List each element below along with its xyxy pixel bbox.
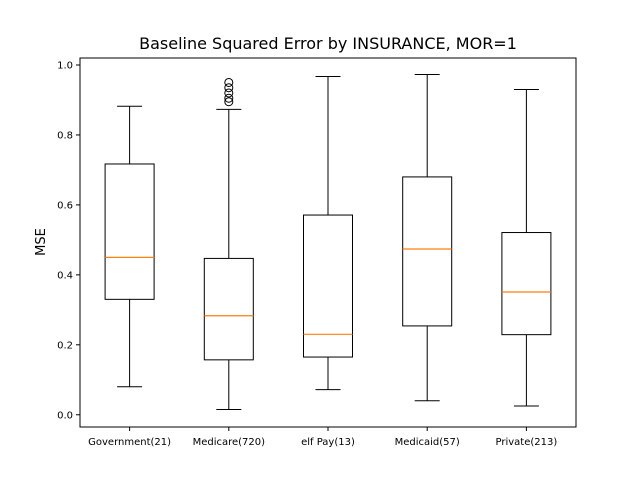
x-tick-label: Medicare(720) bbox=[193, 437, 266, 448]
y-tick-label: 0.8 bbox=[57, 130, 73, 141]
y-tick-label: 0.0 bbox=[57, 410, 73, 421]
outlier-point bbox=[224, 77, 234, 87]
box-iqr bbox=[104, 163, 155, 300]
x-tick-label: Government(21) bbox=[88, 437, 171, 448]
x-tick-label: Medicaid(57) bbox=[395, 437, 460, 448]
x-tick-label: elf Pay(13) bbox=[301, 437, 355, 448]
box-iqr bbox=[501, 232, 552, 336]
box-iqr bbox=[203, 257, 254, 361]
outlier-point bbox=[224, 83, 234, 93]
plot-area: 0.0 0.2 0.4 0.6 0.8 1.0 Government(21) Medicare… bbox=[57, 57, 577, 448]
box-iqr bbox=[303, 214, 353, 358]
outlier-point bbox=[224, 93, 234, 103]
chart-title: Baseline Squared Error by INSURANCE, MOR… bbox=[139, 34, 517, 53]
box-iqr bbox=[402, 176, 453, 327]
y-tick-label: 0.6 bbox=[57, 200, 73, 211]
plot-frame bbox=[79, 57, 577, 428]
y-tick-label: 0.4 bbox=[57, 270, 73, 281]
outlier-point bbox=[224, 97, 234, 107]
x-tick-label: Private(213) bbox=[496, 437, 558, 448]
y-tick-label: 1.0 bbox=[57, 60, 73, 71]
y-tick-label: 0.2 bbox=[57, 340, 73, 351]
y-axis-label: MSE bbox=[34, 228, 49, 256]
outlier-point bbox=[224, 88, 234, 98]
